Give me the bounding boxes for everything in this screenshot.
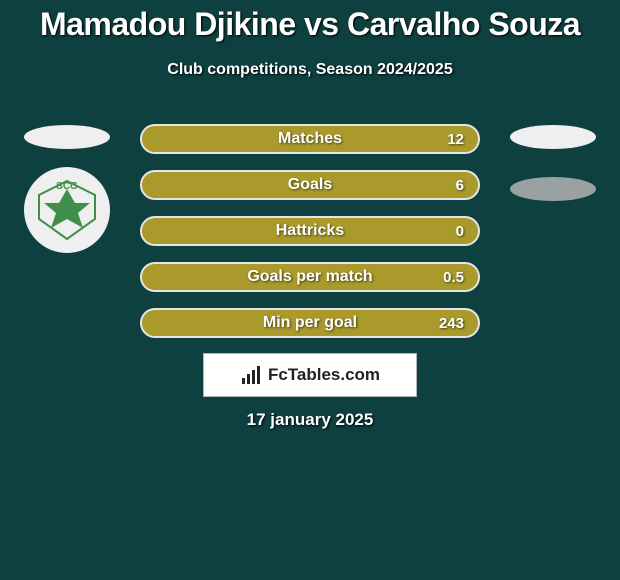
stat-value-right: 243 (439, 315, 464, 332)
stat-label: Goals per match (247, 268, 372, 286)
stat-row-goals-per-match: Goals per match 0.5 (140, 262, 480, 292)
stat-label: Hattricks (276, 222, 344, 240)
stat-label: Matches (278, 130, 342, 148)
stat-value-right: 0.5 (443, 269, 464, 286)
stat-row-matches: Matches 12 (140, 124, 480, 154)
stat-value-right: 12 (447, 131, 464, 148)
stat-label: Min per goal (263, 314, 357, 332)
player2-name: Carvalho Souza (347, 6, 580, 42)
stat-row-hattricks: Hattricks 0 (140, 216, 480, 246)
bar-chart-icon (240, 364, 262, 386)
stat-label: Goals (288, 176, 332, 194)
date-text: 17 january 2025 (0, 410, 620, 430)
player2-club-oval (510, 177, 596, 201)
club-badge-icon: SCG (32, 175, 102, 245)
page-title: Mamadou Djikine vs Carvalho Souza (0, 0, 620, 43)
player1-name: Mamadou Djikine (40, 6, 296, 42)
stat-row-min-per-goal: Min per goal 243 (140, 308, 480, 338)
left-player-column: SCG (17, 125, 117, 253)
stat-value-right: 0 (456, 223, 464, 240)
right-player-column (503, 125, 603, 201)
stat-value-right: 6 (456, 177, 464, 194)
player1-club-logo: SCG (24, 167, 110, 253)
vs-text: vs (304, 6, 339, 42)
brand-attribution: FcTables.com (203, 353, 417, 397)
stats-container: Matches 12 Goals 6 Hattricks 0 Goals per… (140, 124, 480, 354)
subtitle-text: Club competitions, Season 2024/2025 (0, 61, 620, 79)
stat-row-goals: Goals 6 (140, 170, 480, 200)
club-badge-text: SCG (56, 181, 78, 192)
brand-name: FcTables.com (268, 365, 380, 385)
player2-name-oval (510, 125, 596, 149)
player1-name-oval (24, 125, 110, 149)
